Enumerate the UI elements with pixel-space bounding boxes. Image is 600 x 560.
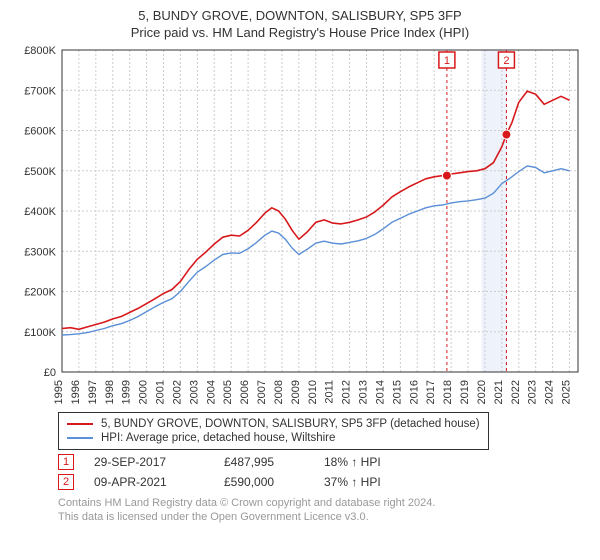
svg-text:2004: 2004 (205, 380, 217, 404)
legend-swatch-hpi (67, 437, 93, 439)
event-date: 09-APR-2021 (94, 475, 204, 489)
legend-row: HPI: Average price, detached house, Wilt… (67, 431, 480, 445)
svg-text:2017: 2017 (425, 380, 437, 404)
svg-text:2019: 2019 (459, 380, 471, 404)
svg-text:1: 1 (444, 55, 450, 67)
chart-subtitle: Price paid vs. HM Land Registry's House … (12, 25, 588, 40)
svg-text:2015: 2015 (391, 380, 403, 404)
legend: 5, BUNDY GROVE, DOWNTON, SALISBURY, SP5 … (58, 412, 489, 450)
svg-text:2000: 2000 (138, 380, 150, 404)
svg-text:2025: 2025 (561, 380, 573, 404)
event-price: £590,000 (224, 475, 304, 489)
footer: Contains HM Land Registry data © Crown c… (58, 496, 588, 525)
svg-text:2022: 2022 (510, 380, 522, 404)
event-marker: 1 (58, 454, 74, 470)
svg-text:2013: 2013 (358, 380, 370, 404)
svg-text:1998: 1998 (104, 380, 116, 404)
legend-swatch-property (67, 423, 93, 425)
event-price: £487,995 (224, 455, 304, 469)
svg-text:2014: 2014 (374, 380, 386, 404)
svg-text:£0: £0 (44, 367, 56, 379)
svg-text:1999: 1999 (121, 380, 133, 404)
svg-text:1996: 1996 (70, 380, 82, 404)
event-row: 2 09-APR-2021 £590,000 37% ↑ HPI (58, 474, 588, 490)
svg-text:£500K: £500K (24, 166, 56, 178)
svg-text:£800K: £800K (24, 45, 56, 57)
chart-title: 5, BUNDY GROVE, DOWNTON, SALISBURY, SP5 … (12, 8, 588, 23)
svg-text:2023: 2023 (527, 380, 539, 404)
chart-area: £0 £100K £200K £300K £400K £500K £600K £700K £80… (12, 44, 588, 404)
svg-text:£700K: £700K (24, 85, 56, 97)
legend-label-property: 5, BUNDY GROVE, DOWNTON, SALISBURY, SP5 … (101, 418, 480, 430)
event-diff: 18% ↑ HPI (324, 455, 414, 469)
legend-row: 5, BUNDY GROVE, DOWNTON, SALISBURY, SP5 … (67, 417, 480, 431)
svg-text:2002: 2002 (171, 380, 183, 404)
svg-text:2018: 2018 (442, 380, 454, 404)
svg-text:2007: 2007 (256, 380, 268, 404)
svg-text:2011: 2011 (324, 380, 336, 404)
svg-text:2020: 2020 (476, 380, 488, 404)
legend-label-hpi: HPI: Average price, detached house, Wilt… (101, 432, 335, 444)
svg-text:1995: 1995 (53, 380, 65, 404)
line-chart: £0 £100K £200K £300K £400K £500K £600K £700K £80… (12, 44, 588, 404)
svg-text:2021: 2021 (493, 380, 505, 404)
footer-line: Contains HM Land Registry data © Crown c… (58, 496, 588, 510)
svg-text:2: 2 (503, 55, 509, 67)
svg-text:£400K: £400K (24, 206, 56, 218)
svg-text:£300K: £300K (24, 246, 56, 258)
svg-text:2024: 2024 (544, 380, 556, 404)
svg-text:2001: 2001 (155, 380, 167, 404)
svg-text:2003: 2003 (188, 380, 200, 404)
svg-text:1997: 1997 (87, 380, 99, 404)
event-date: 29-SEP-2017 (94, 455, 204, 469)
event-row: 1 29-SEP-2017 £487,995 18% ↑ HPI (58, 454, 588, 470)
svg-text:£100K: £100K (24, 327, 56, 339)
footer-line: This data is licensed under the Open Gov… (58, 510, 588, 524)
svg-text:2010: 2010 (307, 380, 319, 404)
event-marker: 2 (58, 474, 74, 490)
svg-text:2012: 2012 (341, 380, 353, 404)
svg-text:2016: 2016 (408, 380, 420, 404)
svg-text:2008: 2008 (273, 380, 285, 404)
svg-text:2006: 2006 (239, 380, 251, 404)
svg-text:£200K: £200K (24, 287, 56, 299)
svg-text:2009: 2009 (290, 380, 302, 404)
svg-text:£600K: £600K (24, 126, 56, 138)
sale-events: 1 29-SEP-2017 £487,995 18% ↑ HPI 2 09-APR-202… (58, 454, 588, 490)
svg-text:2005: 2005 (222, 380, 234, 404)
event-diff: 37% ↑ HPI (324, 475, 414, 489)
